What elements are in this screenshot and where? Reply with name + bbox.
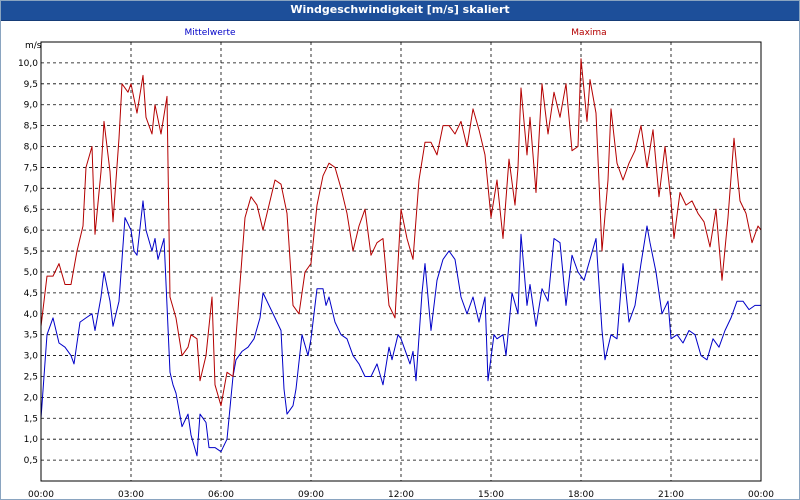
x-tick-time: 12:00 bbox=[388, 490, 414, 499]
legend-maxima: Maxima bbox=[571, 28, 606, 38]
titlebar: Windgeschwindigkeit [m/s] skaliert bbox=[1, 1, 799, 21]
series-line-maxima bbox=[40, 58, 762, 407]
y-tick-label: 4,0 bbox=[24, 310, 39, 320]
y-tick-label: 1,0 bbox=[24, 435, 39, 445]
x-tick-time: 06:00 bbox=[208, 490, 234, 499]
y-tick-label: 3,0 bbox=[24, 352, 39, 362]
x-tick-time: 21:00 bbox=[658, 490, 684, 499]
y-tick-label: 7,5 bbox=[24, 163, 38, 173]
y-tick-label: 10,0 bbox=[18, 59, 38, 69]
y-tick-label: 7,0 bbox=[24, 184, 39, 194]
y-tick-label: 4,5 bbox=[24, 289, 38, 299]
x-tick-time: 15:00 bbox=[478, 490, 504, 499]
x-tick-time: 00:00 bbox=[28, 490, 54, 499]
y-tick-label: 5,5 bbox=[24, 247, 38, 257]
series-line-mittelwerte bbox=[40, 200, 761, 457]
axis-ticks: 0,5 1,0 1,5 2,0 2,5 3,0 3,5 4,0 4,5 5,0 5,5 6,0 6,5 7… bbox=[18, 59, 774, 499]
plot-frame bbox=[40, 41, 762, 482]
legend-mittelwerte: Mittelwerte bbox=[184, 28, 235, 38]
grid bbox=[41, 42, 761, 481]
series-lines bbox=[40, 58, 762, 457]
y-tick-label: 5,0 bbox=[24, 268, 39, 278]
y-tick-label: 6,5 bbox=[24, 205, 38, 215]
y-tick-label: 8,0 bbox=[24, 143, 39, 153]
y-tick-label: 8,5 bbox=[24, 122, 38, 132]
y-tick-label: 2,0 bbox=[24, 393, 39, 403]
x-tick-time: 03:00 bbox=[118, 490, 144, 499]
y-tick-label: 1,5 bbox=[24, 414, 38, 424]
y-tick-label: 0,5 bbox=[24, 456, 38, 466]
x-tick-time: 18:00 bbox=[568, 490, 594, 499]
x-tick-time: 00:00 bbox=[748, 490, 774, 499]
y-tick-label: 2,5 bbox=[24, 372, 38, 382]
wind-speed-chart: Mittelwerte Maxima m/s 0,5 1,0 1,5 2,0 2,5 3,… bbox=[18, 28, 774, 499]
y-tick-label: 3,5 bbox=[24, 331, 38, 341]
y-tick-label: 6,0 bbox=[24, 226, 39, 236]
y-tick-label: 9,0 bbox=[24, 101, 39, 111]
y-tick-label: 9,5 bbox=[24, 80, 38, 90]
window-title: Windgeschwindigkeit [m/s] skaliert bbox=[290, 3, 510, 16]
y-axis-unit: m/s bbox=[25, 41, 42, 51]
x-tick-time: 09:00 bbox=[298, 490, 324, 499]
